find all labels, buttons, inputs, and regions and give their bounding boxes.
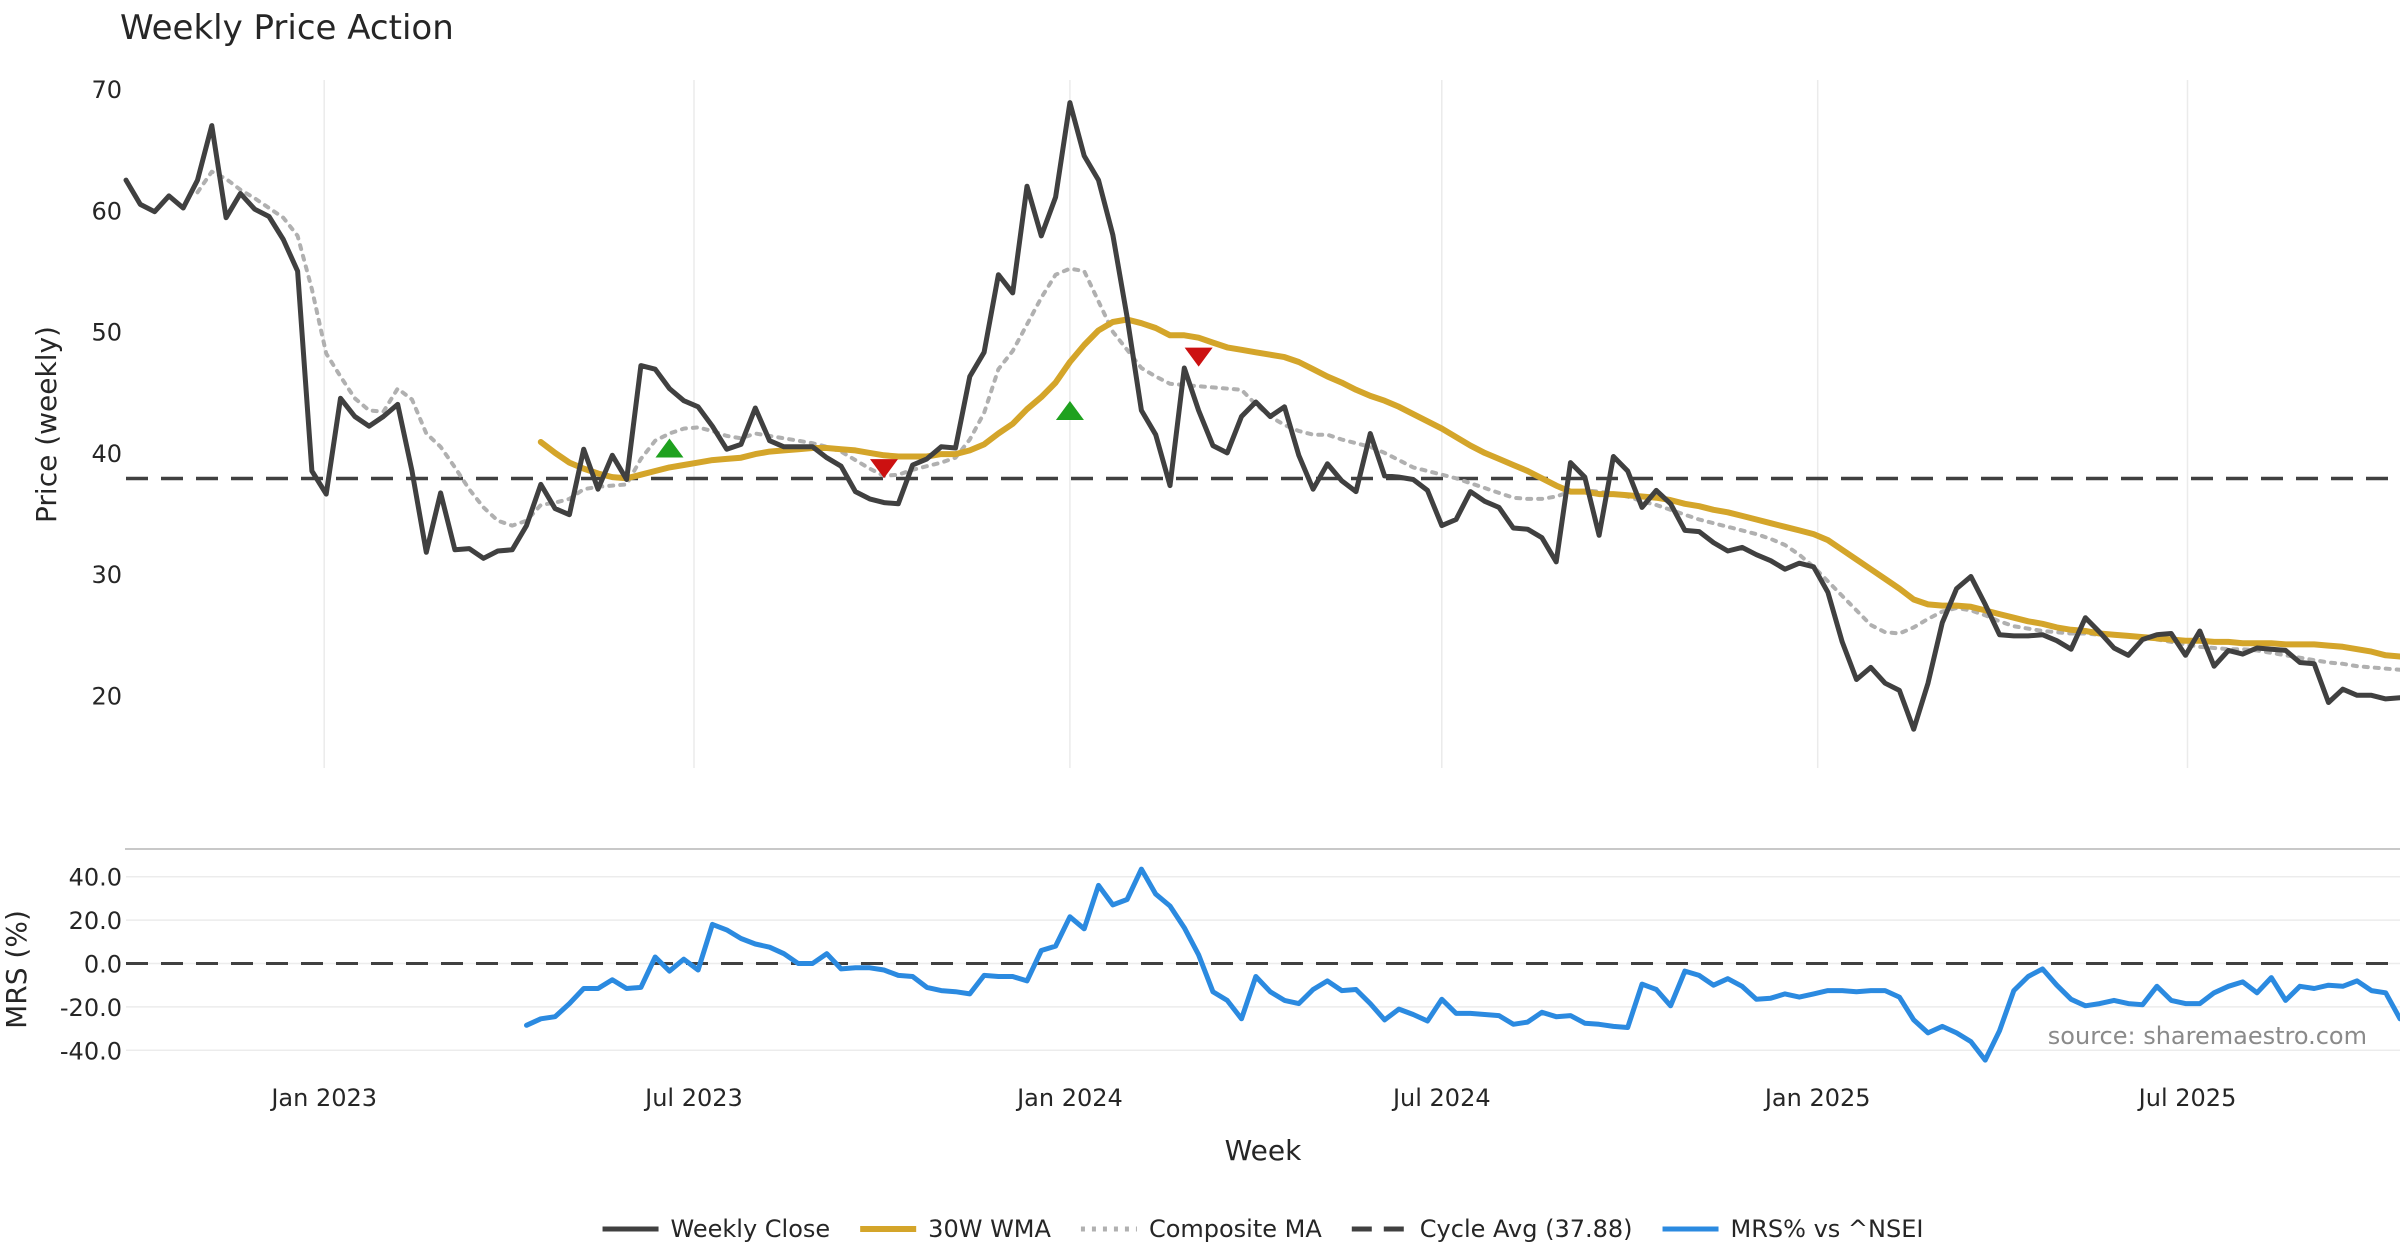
mrs-y-tick-label: 20.0 bbox=[69, 907, 122, 935]
source-annotation: source: sharemaestro.com bbox=[2048, 1022, 2367, 1050]
series-line-mrs-vs-nsei bbox=[524, 866, 2400, 1063]
series-line-30w-wma bbox=[537, 316, 2400, 660]
mrs-y-tick-label: -20.0 bbox=[60, 994, 122, 1022]
price-y-tick-label: 30 bbox=[91, 561, 122, 589]
price-y-axis-title: Price (weekly) bbox=[30, 326, 63, 523]
sell-signal-marker bbox=[1184, 347, 1213, 367]
legend: Weekly Close 30W WMA Composite MA Cycle Avg… bbox=[602, 1215, 1924, 1243]
series-line-composite-ma bbox=[195, 169, 2400, 672]
legend-item-weekly-close: Weekly Close bbox=[602, 1215, 831, 1243]
mrs-series-layer bbox=[524, 866, 2400, 1063]
price-y-tick-label: 20 bbox=[91, 682, 122, 710]
legend-item-cycle-avg-37-88: Cycle Avg (37.88) bbox=[1351, 1215, 1633, 1243]
mrs-gridlines bbox=[126, 875, 2400, 1052]
legend-label: Weekly Close bbox=[671, 1215, 831, 1243]
x-tick-label-jul-2023: Jul 2023 bbox=[643, 1084, 743, 1112]
price-y-tick-label: 60 bbox=[91, 197, 122, 225]
mrs-y-axis: -40.0 -20.0 0.0 20.0 40.0 bbox=[60, 864, 122, 1066]
price-gridlines bbox=[323, 80, 2189, 768]
signal-markers bbox=[655, 347, 1213, 479]
legend-label: Cycle Avg (37.88) bbox=[1420, 1215, 1633, 1243]
series-line-weekly-close bbox=[123, 100, 2400, 732]
price-y-axis: 20 30 40 50 60 70 bbox=[91, 76, 122, 710]
legend-item-composite-ma: Composite MA bbox=[1080, 1215, 1322, 1243]
legend-label: MRS% vs ^NSEI bbox=[1731, 1215, 1924, 1243]
price-y-tick-label: 50 bbox=[91, 319, 122, 347]
mrs-y-tick-label: -40.0 bbox=[60, 1037, 122, 1065]
mrs-y-tick-label: 40.0 bbox=[69, 864, 122, 892]
buy-signal-marker bbox=[1055, 400, 1084, 420]
x-tick-label-jul-2024: Jul 2024 bbox=[1391, 1084, 1491, 1112]
x-axis: Jan 2023 Jul 2023 Jan 2024 Jul 2024 Jan 2025… bbox=[269, 1084, 2236, 1112]
legend-item-30w-wma: 30W WMA bbox=[860, 1215, 1052, 1243]
x-axis-title: Week bbox=[1225, 1134, 1302, 1167]
legend-item-mrs-vs-nsei: MRS% vs ^NSEI bbox=[1662, 1215, 1924, 1243]
x-tick-label-jan-2023: Jan 2023 bbox=[269, 1084, 377, 1112]
x-tick-label-jan-2025: Jan 2025 bbox=[1763, 1084, 1871, 1112]
buy-signal-marker bbox=[655, 438, 684, 458]
mrs-y-tick-label: 0.0 bbox=[84, 951, 122, 979]
price-y-tick-label: 40 bbox=[91, 440, 122, 468]
mrs-y-axis-title: MRS (%) bbox=[0, 910, 33, 1029]
sell-signal-marker bbox=[870, 459, 898, 479]
x-tick-label-jan-2024: Jan 2024 bbox=[1015, 1084, 1123, 1112]
price-y-tick-label: 70 bbox=[91, 76, 122, 104]
legend-label: Composite MA bbox=[1149, 1215, 1322, 1243]
chart-title: Weekly Price Action bbox=[120, 8, 454, 48]
price-series-layer bbox=[123, 100, 2400, 732]
legend-label: 30W WMA bbox=[928, 1215, 1051, 1243]
x-tick-label-jul-2025: Jul 2025 bbox=[2137, 1084, 2237, 1112]
